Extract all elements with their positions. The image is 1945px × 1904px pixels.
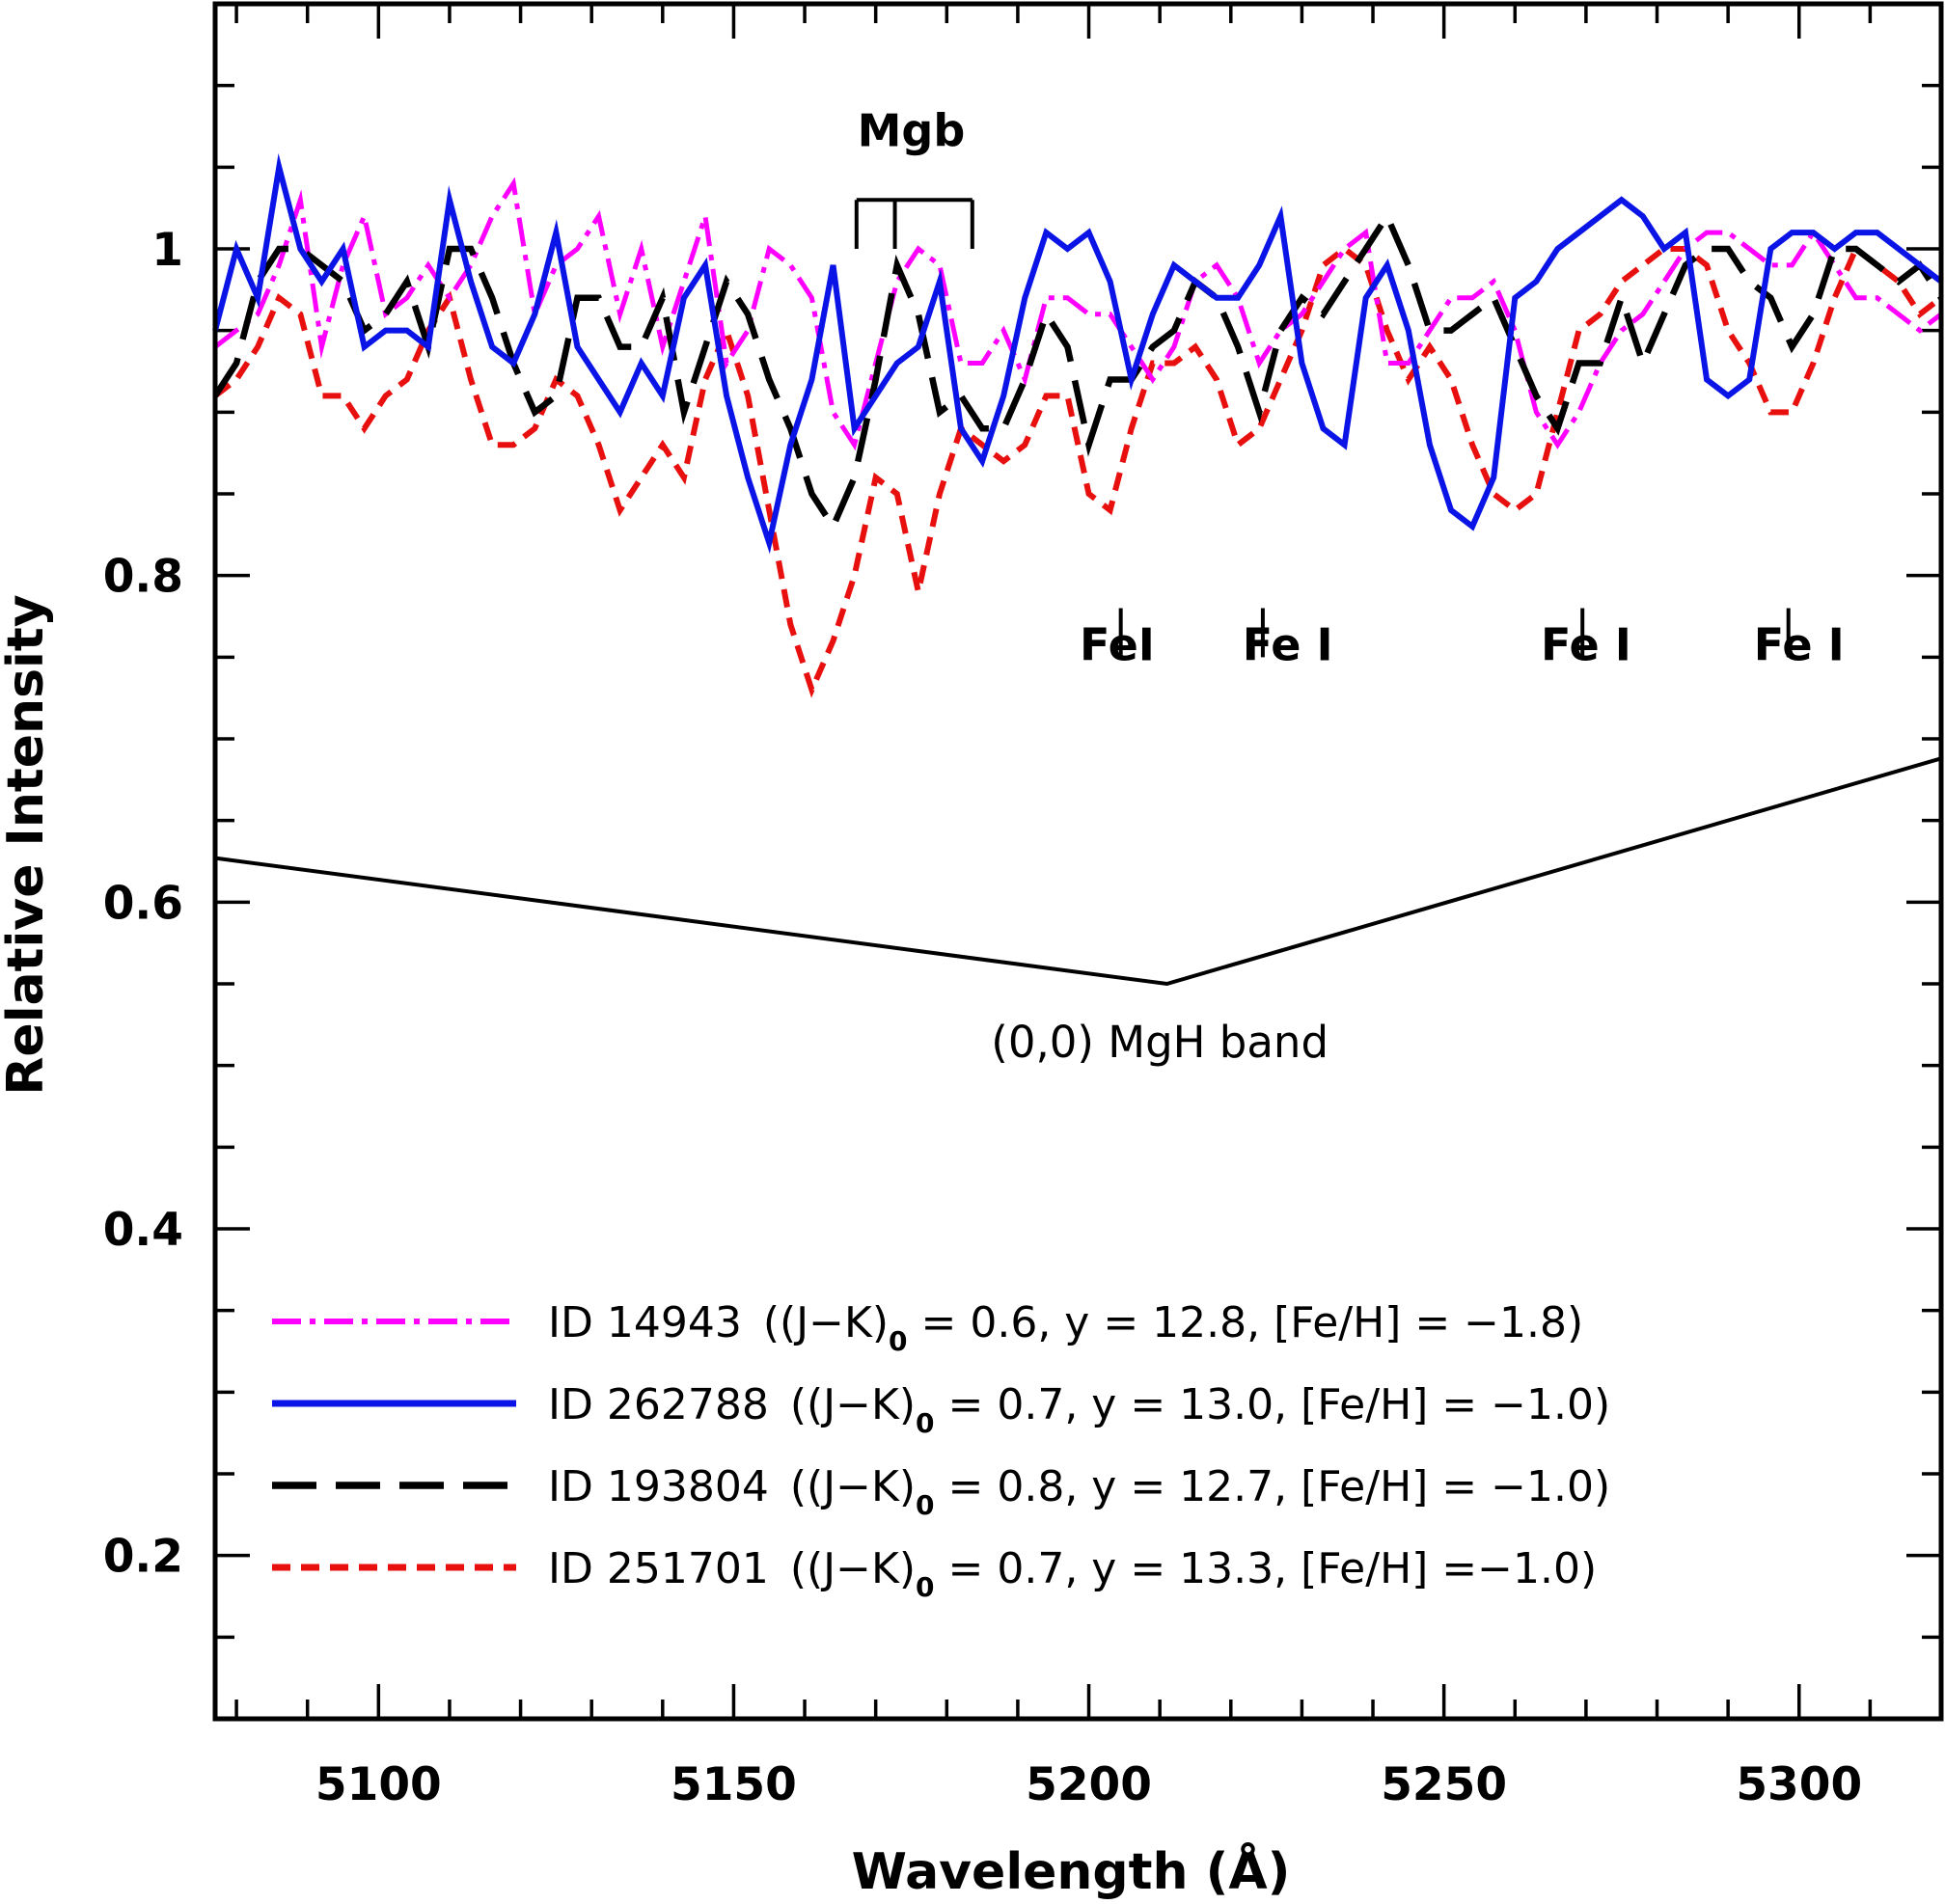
y-tick-label: 0.4 — [103, 1204, 183, 1257]
legend: ID 14943 ((J−K)0 = 0.6, y = 12.8, [Fe/H] … — [272, 1298, 1610, 1603]
series-line-2 — [212, 152, 1943, 555]
annotation-label: Fe I — [1243, 619, 1333, 671]
legend-params: ((J−K) — [790, 1544, 916, 1593]
legend-entry-3: ID 193804 ((J−K)0 = 0.8, y = 12.7, [Fe/H]… — [548, 1462, 1610, 1521]
legend-subscript: 0 — [916, 1407, 934, 1439]
x-tick-label: 5150 — [671, 1758, 797, 1811]
plot-frame — [212, 1, 1944, 1722]
x-axis-label: Wavelength (Å) — [852, 1842, 1291, 1901]
legend-params: ((J−K) — [790, 1380, 916, 1429]
series-line-4 — [213, 244, 1943, 698]
annotation-label: Fe I — [1754, 619, 1845, 671]
annotation-label: FeI — [1080, 619, 1155, 671]
annotation-label: (0,0) MgH band — [991, 1017, 1329, 1068]
legend-subscript: 0 — [889, 1325, 907, 1357]
y-tick-labels: 0.2 0.4 0.6 0.8 1 — [103, 224, 183, 1584]
mgh-band-line — [214, 756, 1942, 987]
y-tick-label: 0.6 — [103, 877, 183, 930]
x-tick-label: 5200 — [1026, 1758, 1152, 1811]
y-axis-label: Relative Intensity — [0, 594, 55, 1095]
series-line-3 — [212, 209, 1944, 533]
y-tick-label: 0.2 — [103, 1531, 183, 1584]
y-tick-label: 1 — [151, 224, 183, 277]
legend-entry-4: ID 251701 ((J−K)0 = 0.7, y = 13.3, [Fe/H]… — [548, 1544, 1597, 1603]
legend-params-rest: = 0.8, y = 12.7, [Fe/H] = −1.0) — [935, 1462, 1611, 1511]
legend-params-rest: = 0.6, y = 12.8, [Fe/H] = −1.8) — [908, 1298, 1584, 1347]
annotations: Mgb FeI Fe I Fe I Fe I (0,0) MgH band — [858, 104, 1845, 1068]
x-tick-labels: 5100 5150 5200 5250 5300 — [315, 1758, 1862, 1811]
legend-id: ID 262788 — [548, 1380, 769, 1429]
axis-ticks — [215, 2, 1943, 1721]
y-tick-label: 0.8 — [103, 551, 183, 604]
x-tick-label: 5250 — [1381, 1758, 1507, 1811]
legend-params: ((J−K) — [790, 1462, 916, 1511]
annotation-label: Fe I — [1541, 619, 1631, 671]
legend-id: ID 193804 — [548, 1462, 769, 1511]
legend-entry-1: ID 14943 ((J−K)0 = 0.6, y = 12.8, [Fe/H] … — [548, 1298, 1583, 1357]
series-line-1 — [213, 177, 1943, 451]
legend-params-rest: = 0.7, y = 13.3, [Fe/H] =−1.0) — [935, 1544, 1598, 1593]
legend-entry-2: ID 262788 ((J−K)0 = 0.7, y = 13.0, [Fe/H]… — [548, 1380, 1610, 1439]
plot-lines — [212, 152, 1944, 698]
x-tick-label: 5300 — [1736, 1758, 1862, 1811]
legend-params-rest: = 0.7, y = 13.0, [Fe/H] = −1.0) — [935, 1380, 1611, 1429]
legend-params: ((J−K) — [763, 1298, 889, 1347]
x-tick-label: 5100 — [315, 1758, 442, 1811]
legend-subscript: 0 — [916, 1489, 934, 1521]
mgh-band-polyline — [214, 756, 1942, 987]
annotation-label: Mgb — [858, 104, 966, 156]
legend-id: ID 251701 — [548, 1544, 769, 1593]
legend-id: ID 14943 — [548, 1298, 742, 1347]
line-markers — [854, 198, 1791, 658]
legend-subscript: 0 — [916, 1571, 934, 1603]
